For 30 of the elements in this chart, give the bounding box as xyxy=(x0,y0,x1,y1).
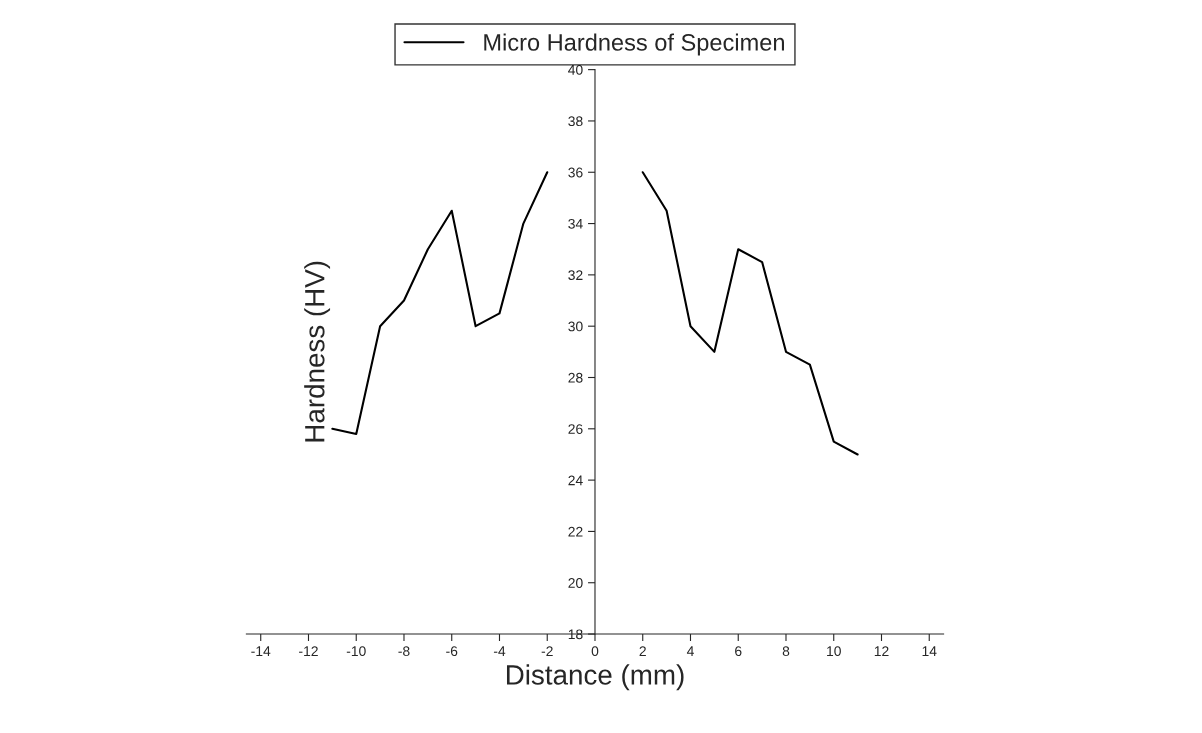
y-tick-label: 30 xyxy=(568,321,583,332)
x-axis-title: Distance (mm) xyxy=(506,664,684,691)
x-tick-label: 12 xyxy=(874,646,889,656)
x-tick-label: 0 xyxy=(591,646,599,657)
y-tick-label: 38 xyxy=(568,116,583,127)
x-tick-label: 6 xyxy=(735,646,742,657)
x-tick-label: 4 xyxy=(686,646,694,656)
y-tick-label: 18 xyxy=(568,629,583,640)
y-tick-label: 32 xyxy=(568,270,583,281)
x-tick-label: -14 xyxy=(251,646,271,656)
y-axis-title: Hardness (HV) xyxy=(304,261,331,442)
x-tick-label: 14 xyxy=(922,646,937,656)
y-tick-label: 36 xyxy=(568,167,583,178)
x-tick-label: -6 xyxy=(446,646,458,657)
y-tick-label: 28 xyxy=(568,372,583,383)
x-tick-label: 2 xyxy=(639,646,646,656)
y-tick-label: 34 xyxy=(568,218,583,229)
y-tick-label: 24 xyxy=(568,475,583,486)
y-tick-label: 20 xyxy=(568,578,583,588)
x-tick-label: -2 xyxy=(541,646,553,656)
x-tick-label: 8 xyxy=(782,646,790,657)
x-tick-label: 10 xyxy=(827,646,841,657)
x-tick-label: -8 xyxy=(398,646,410,657)
y-tick-label: 22 xyxy=(568,526,583,537)
legend-label: Micro Hardness of Specimen xyxy=(484,33,784,56)
x-tick-label: -10 xyxy=(346,646,366,657)
y-tick-label: 40 xyxy=(568,64,583,75)
x-tick-label: -4 xyxy=(493,646,506,656)
y-tick-label: 26 xyxy=(568,424,583,434)
x-tick-label: -12 xyxy=(299,646,318,656)
